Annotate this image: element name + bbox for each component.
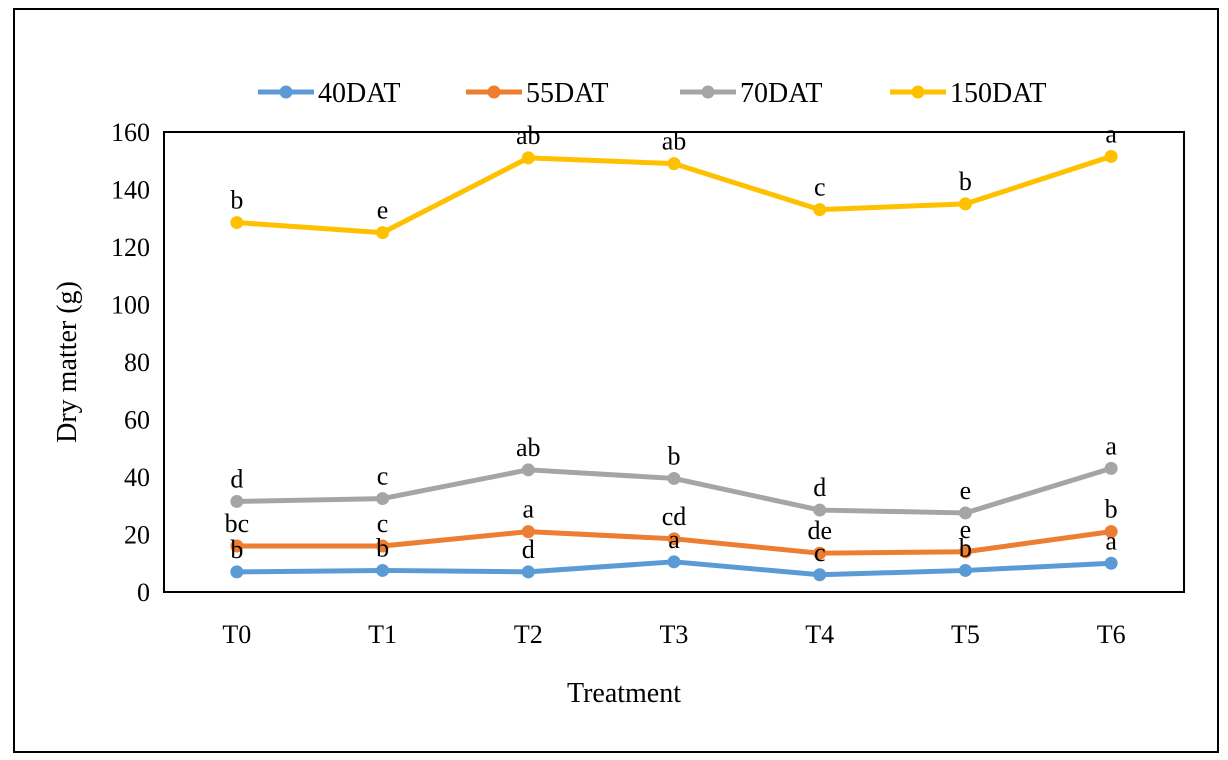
- point-label: e: [377, 196, 389, 225]
- y-tick-label: 140: [111, 176, 150, 205]
- legend-marker: [701, 85, 715, 99]
- data-point: [958, 545, 972, 559]
- data-point: [376, 539, 390, 553]
- data-point: [1104, 556, 1118, 570]
- x-tick-label: T5: [951, 620, 980, 649]
- data-point: [813, 546, 827, 560]
- y-tick-label: 120: [111, 233, 150, 262]
- legend-marker: [487, 85, 501, 99]
- legend-item-70DAT: 70DAT: [680, 78, 822, 109]
- plot-area-border: [163, 131, 1185, 593]
- legend-label: 150DAT: [950, 78, 1046, 109]
- data-point: [813, 203, 827, 217]
- data-point: [958, 563, 972, 577]
- data-point: [521, 151, 535, 165]
- x-tick-label: T1: [368, 620, 397, 649]
- legend-label: 40DAT: [318, 78, 400, 109]
- series-70DAT: [230, 461, 1118, 520]
- data-point: [958, 197, 972, 211]
- y-tick-label: 100: [111, 291, 150, 320]
- legend-item-40DAT: 40DAT: [258, 78, 400, 109]
- y-tick-label: 160: [111, 118, 150, 147]
- point-label: ab: [662, 127, 687, 156]
- point-label: a: [1105, 431, 1117, 460]
- data-point: [230, 494, 244, 508]
- point-label: b: [376, 533, 389, 562]
- series-150DAT: [230, 149, 1118, 240]
- point-label: b: [1105, 495, 1118, 524]
- x-axis: T0 T1 T2 T3 T4 T5 T6: [222, 620, 1125, 649]
- point-label: b: [959, 533, 972, 562]
- y-axis: 0 20 40 60 80 100 120 140 160: [111, 118, 150, 607]
- data-point: [1104, 525, 1118, 539]
- data-point: [521, 463, 535, 477]
- legend-item-55DAT: 55DAT: [466, 78, 608, 109]
- point-label: a: [523, 495, 535, 524]
- point-label: b: [230, 535, 243, 564]
- series-55DAT: [230, 525, 1118, 560]
- point-label: e: [960, 515, 972, 544]
- data-point: [667, 555, 681, 569]
- point-label: d: [522, 535, 535, 564]
- data-point: [813, 568, 827, 582]
- data-point: [667, 532, 681, 546]
- point-label: c: [377, 509, 389, 538]
- point-label: d: [813, 473, 826, 502]
- point-label: a: [668, 525, 680, 554]
- point-label: bc: [225, 509, 250, 538]
- y-axis-title: Dry matter (g): [52, 281, 83, 443]
- data-point: [667, 157, 681, 171]
- data-point: [1104, 149, 1118, 163]
- point-label: ab: [516, 433, 541, 462]
- point-label: b: [230, 186, 243, 215]
- point-label: c: [377, 462, 389, 491]
- legend-label: 70DAT: [740, 78, 822, 109]
- data-point: [376, 226, 390, 240]
- point-label: b: [668, 441, 681, 470]
- data-point: [521, 525, 535, 539]
- y-tick-label: 0: [137, 578, 150, 607]
- point-label: d: [230, 464, 243, 493]
- data-point: [230, 539, 244, 553]
- data-point: [230, 565, 244, 579]
- data-point: [958, 506, 972, 520]
- y-tick-label: 40: [124, 463, 150, 492]
- legend-item-150DAT: 150DAT: [890, 78, 1046, 109]
- data-point: [521, 565, 535, 579]
- point-label: cd: [662, 502, 687, 531]
- x-tick-label: T0: [222, 620, 251, 649]
- legend-label: 55DAT: [526, 78, 608, 109]
- point-label: c: [814, 173, 826, 202]
- data-point: [667, 471, 681, 485]
- point-label: e: [960, 476, 972, 505]
- x-tick-label: T2: [514, 620, 543, 649]
- y-tick-label: 60: [124, 406, 150, 435]
- legend-marker: [279, 85, 293, 99]
- x-tick-label: T6: [1097, 620, 1126, 649]
- y-tick-label: 80: [124, 348, 150, 377]
- legend: 40DAT 55DAT 70DAT 150DAT: [258, 78, 1046, 109]
- legend-marker: [911, 85, 925, 99]
- point-label: ab: [516, 121, 541, 150]
- x-tick-label: T3: [660, 620, 689, 649]
- data-point: [813, 503, 827, 517]
- point-label: a: [1105, 526, 1117, 555]
- data-point: [376, 563, 390, 577]
- data-point: [376, 492, 390, 506]
- point-labels: b b d a c b abc c a cd de ebd cab bd eab eab abc ba: [225, 119, 1118, 566]
- data-point: [1104, 461, 1118, 475]
- series-lines: [230, 149, 1118, 582]
- y-tick-label: 20: [124, 521, 150, 550]
- x-axis-title: Treatment: [567, 678, 681, 709]
- series-40DAT: [230, 555, 1118, 582]
- point-label: b: [959, 167, 972, 196]
- point-label: a: [1105, 119, 1117, 148]
- data-point: [230, 216, 244, 230]
- point-label: c: [814, 538, 826, 567]
- point-label: de: [807, 516, 832, 545]
- x-tick-label: T4: [805, 620, 834, 649]
